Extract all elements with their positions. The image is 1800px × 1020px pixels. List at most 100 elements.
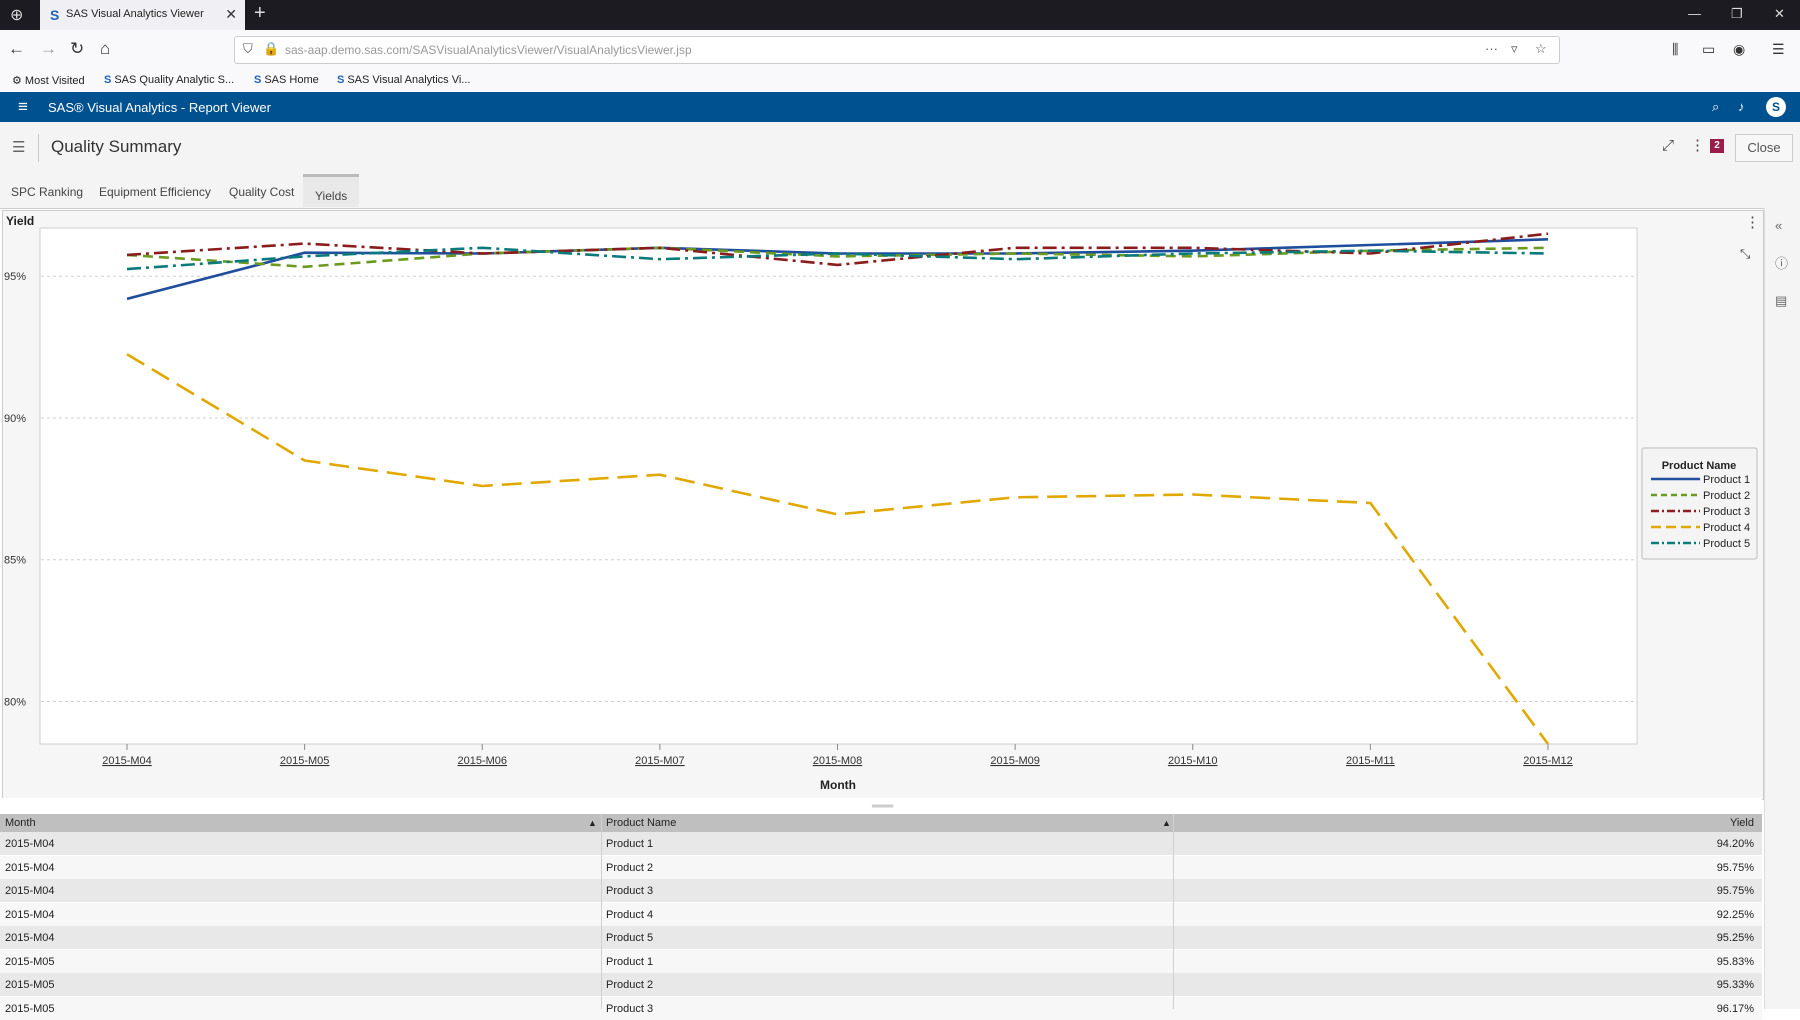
insecure-lock-icon[interactable]: 🔒 <box>263 41 280 56</box>
sidebar-icon[interactable]: ▭ <box>1702 41 1716 57</box>
bookmark-star-icon[interactable]: ☆ <box>1535 41 1547 56</box>
cell-yield: 92.25% <box>1716 908 1754 921</box>
cell-yield: 94.20% <box>1716 838 1754 850</box>
table-of-contents-icon[interactable]: ☰ <box>12 139 26 156</box>
tab-equipment-efficiency[interactable]: Equipment Efficiency <box>99 185 211 199</box>
account-icon[interactable]: ◉ <box>1733 41 1746 57</box>
cell-yield: 95.33% <box>1716 979 1754 991</box>
table-row[interactable]: 2015-M04 Product 2 95.75% <box>0 855 1762 879</box>
table-row[interactable]: 2015-M05 Product 3 96.17% <box>0 996 1762 1020</box>
minimize-icon[interactable]: — <box>1688 6 1701 21</box>
column-header-month[interactable]: Month <box>5 817 36 829</box>
notification-bell-icon[interactable]: ♪ <box>1738 99 1745 114</box>
sort-ascending-icon[interactable]: ▲ <box>588 818 597 828</box>
collapse-pane-icon[interactable]: « <box>1775 218 1783 233</box>
x-tick-label: 2015-M09 <box>990 755 1040 767</box>
series-line-product-2[interactable] <box>126 246 1549 269</box>
expand-icon[interactable]: ⤢ <box>1662 137 1675 154</box>
url-text[interactable]: sas-aap.demo.sas.com/SASVisualAnalyticsV… <box>285 43 692 57</box>
legend-item-label[interactable]: Product 3 <box>1703 506 1750 518</box>
table-header: Month ▲ Product Name ▲ Yield <box>0 814 1762 832</box>
app-menu-icon[interactable]: ≡ <box>18 97 28 116</box>
column-header-product[interactable]: Product Name <box>606 817 677 829</box>
legend-item-label[interactable]: Product 5 <box>1703 538 1750 550</box>
restore-icon[interactable]: ❐ <box>1731 6 1743 21</box>
right-pane-rail: « ⓘ ▤ <box>1764 208 1800 1009</box>
cell-yield: 95.83% <box>1716 955 1754 968</box>
notification-badge[interactable]: 2 <box>1710 139 1724 153</box>
info-icon[interactable]: ⓘ <box>1775 256 1789 271</box>
window-close-icon[interactable]: ✕ <box>1774 6 1785 21</box>
x-tick-label: 2015-M10 <box>1168 755 1218 767</box>
maximize-object-icon[interactable]: ⤡ <box>1740 246 1751 261</box>
x-tick-label: 2015-M12 <box>1523 755 1573 767</box>
table-row[interactable]: 2015-M04 Product 4 92.25% <box>0 902 1762 926</box>
user-avatar[interactable]: S <box>1766 97 1786 117</box>
cell-product-name: Product 1 <box>606 838 654 850</box>
bookmark-sas-home[interactable]: S SAS Home <box>254 74 319 86</box>
bookmark-sas-va[interactable]: S SAS Visual Analytics Vi... <box>337 74 471 86</box>
column-header-yield[interactable]: Yield <box>1729 817 1754 829</box>
pocket-icon[interactable]: ▿ <box>1511 41 1518 56</box>
sas-logo-icon: S <box>337 74 345 86</box>
x-tick-label: 2015-M07 <box>635 755 685 767</box>
splitter-grip-icon[interactable]: ═══ <box>872 801 894 812</box>
comments-icon[interactable]: ▤ <box>1775 293 1788 308</box>
new-tab-icon[interactable]: + <box>254 2 266 24</box>
series-line-product-4[interactable] <box>126 353 1550 745</box>
table-row[interactable]: 2015-M04 Product 3 95.75% <box>0 879 1762 902</box>
yield-line-chart[interactable]: 80% 85% 90% 95% 2015-M04 2015-M05 2015-M06 201… <box>0 210 1764 800</box>
column-divider <box>1173 814 1174 1009</box>
more-options-icon[interactable]: ⋮ <box>1690 137 1705 154</box>
legend-title: Product Name <box>1662 460 1737 472</box>
close-button[interactable]: Close <box>1735 134 1793 162</box>
forward-icon[interactable]: → <box>40 39 57 58</box>
tab-yields[interactable]: Yields <box>303 174 360 207</box>
url-bar[interactable]: ⛉ 🔒 sas-aap.demo.sas.com/SASVisualAnalyt… <box>234 36 1560 64</box>
library-icon[interactable]: ⫼ <box>1672 41 1679 57</box>
bookmark-most-visited[interactable]: ⚙ Most Visited <box>12 75 85 87</box>
y-tick-label: 85% <box>4 555 26 567</box>
chart-legend: Product Name Product 1 Product 2 Product 3… <box>1641 447 1758 560</box>
shield-icon[interactable]: ⛉ <box>243 41 253 56</box>
y-tick-label: 90% <box>4 413 26 425</box>
table-row[interactable]: 2015-M05 Product 1 95.83% <box>0 949 1762 973</box>
table-row[interactable]: 2015-M05 Product 2 95.33% <box>0 973 1762 996</box>
x-axis-label: Month <box>820 778 856 792</box>
chart-menu-icon[interactable]: ⋮ <box>1745 214 1760 231</box>
bookmark-sas-quality[interactable]: S SAS Quality Analytic S... <box>104 74 235 86</box>
back-icon[interactable]: ← <box>8 39 25 58</box>
legend-item-label[interactable]: Product 4 <box>1703 522 1750 534</box>
legend-item-label[interactable]: Product 1 <box>1703 474 1750 486</box>
page-tabs: SPC Ranking Equipment Efficiency Quality… <box>0 174 1800 209</box>
x-tick-label: 2015-M05 <box>280 755 330 767</box>
tab-spc-ranking[interactable]: SPC Ranking <box>11 185 84 199</box>
browser-menu-icon[interactable]: ⊕ <box>10 7 24 24</box>
app-title: SAS® Visual Analytics - Report Viewer <box>48 100 271 115</box>
series-line-product-3[interactable] <box>126 232 1549 267</box>
hamburger-menu-icon[interactable]: ☰ <box>1772 41 1785 57</box>
legend-item-label[interactable]: Product 2 <box>1703 490 1750 502</box>
table-row[interactable]: 2015-M04 Product 5 95.25% <box>0 926 1762 949</box>
page-actions-icon[interactable]: ··· <box>1485 41 1498 56</box>
reload-icon[interactable]: ↻ <box>70 39 85 58</box>
cell-yield: 95.75% <box>1716 861 1754 874</box>
browser-tab[interactable]: S SAS Visual Analytics Viewer ✕ <box>40 0 245 30</box>
report-title: Quality Summary <box>51 137 182 156</box>
cell-product-name: Product 1 <box>606 955 654 968</box>
close-tab-icon[interactable]: ✕ <box>225 6 237 22</box>
sort-ascending-icon[interactable]: ▲ <box>1162 818 1171 828</box>
search-icon[interactable]: ⌕ <box>1712 99 1720 114</box>
tab-quality-cost[interactable]: Quality Cost <box>229 185 295 199</box>
cell-month: 2015-M04 <box>5 932 55 944</box>
table-row[interactable]: 2015-M04 Product 1 94.20% <box>0 832 1762 855</box>
x-tick-label: 2015-M11 <box>1346 755 1395 767</box>
cell-month: 2015-M04 <box>5 885 55 897</box>
home-icon[interactable]: ⌂ <box>100 39 111 58</box>
header-divider <box>38 134 39 162</box>
sas-favicon-icon: S <box>50 7 60 23</box>
gear-icon: ⚙ <box>12 75 25 87</box>
panel-splitter[interactable]: ═══ <box>0 798 1762 814</box>
series-line-product-5[interactable] <box>126 246 1549 271</box>
cell-product-name: Product 4 <box>606 908 654 921</box>
